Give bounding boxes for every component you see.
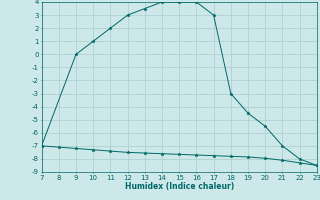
X-axis label: Humidex (Indice chaleur): Humidex (Indice chaleur) bbox=[124, 182, 234, 191]
